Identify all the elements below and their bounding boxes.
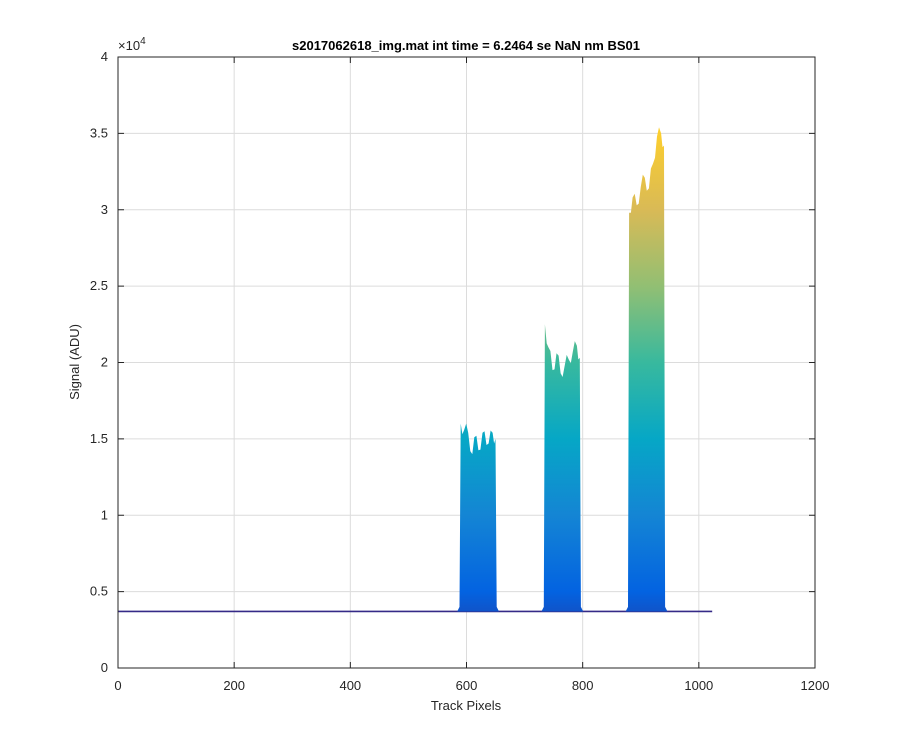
x-axis-label: Track Pixels bbox=[431, 698, 502, 713]
chart-title: s2017062618_img.mat int time = 6.2464 se… bbox=[292, 38, 640, 53]
y-exponent-base: ×10 bbox=[118, 38, 140, 53]
y-tick-label: 2.5 bbox=[90, 278, 108, 293]
axis-ticks: 0 200 400 600 800 1000 1200 0 0.5 1 1.5 2 2.5 3 3.5 4 bbox=[90, 49, 830, 693]
grid-lines bbox=[117, 56, 816, 669]
y-tick-label: 1.5 bbox=[90, 431, 108, 446]
y-tick-label: 3.5 bbox=[90, 125, 108, 140]
signal-peak-2 bbox=[541, 324, 584, 612]
x-tick-label: 400 bbox=[339, 678, 361, 693]
y-tick-label: 3 bbox=[101, 202, 108, 217]
y-tick-label: 1 bbox=[101, 507, 108, 522]
y-tick-label: 0 bbox=[101, 660, 108, 675]
x-tick-label: 800 bbox=[572, 678, 594, 693]
y-axis-label: Signal (ADU) bbox=[67, 324, 82, 400]
signal-peak-1 bbox=[457, 423, 499, 612]
x-tick-label: 1200 bbox=[801, 678, 830, 693]
x-tick-label: 600 bbox=[456, 678, 478, 693]
x-tick-label: 0 bbox=[114, 678, 121, 693]
y-exponent-power: 4 bbox=[140, 36, 146, 47]
y-exponent-label: ×104 bbox=[118, 36, 146, 53]
y-tick-label: 2 bbox=[101, 355, 108, 370]
x-tick-label: 1000 bbox=[684, 678, 713, 693]
y-tick-label: 0.5 bbox=[90, 584, 108, 599]
y-tick-label: 4 bbox=[101, 49, 108, 64]
signal-peak-3 bbox=[625, 127, 668, 612]
x-tick-label: 200 bbox=[223, 678, 245, 693]
signal-area bbox=[118, 127, 713, 613]
